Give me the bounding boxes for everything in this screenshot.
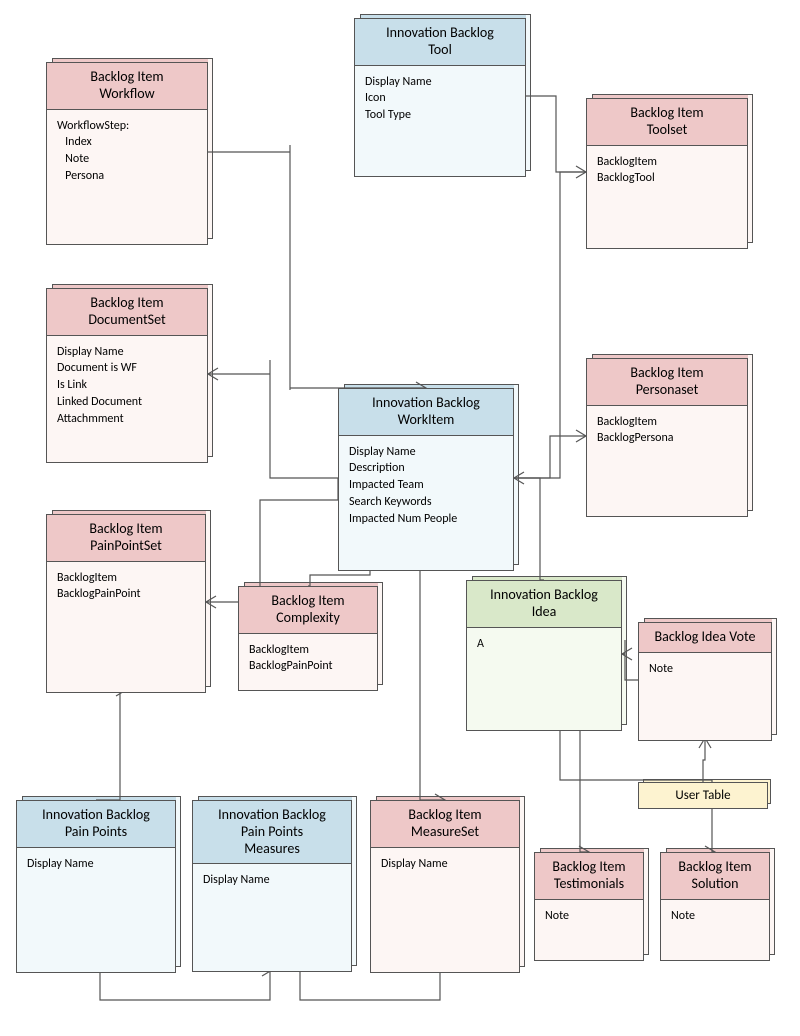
entity-title: Backlog ItemWorkflow [47, 63, 207, 110]
entity-attrs: Display NameDescriptionImpacted TeamSear… [339, 436, 513, 570]
entity-attrs: Note [661, 900, 769, 960]
entity-title: Innovation BacklogWorkItem [339, 389, 513, 436]
entity-attrs: BacklogItemBacklogTool [587, 146, 747, 248]
label-usertable: User Table [638, 782, 768, 809]
entity-painpointset: Backlog ItemPainPointSetBacklogItemBackl… [46, 514, 206, 693]
entity-title: Backlog Idea Vote [639, 623, 771, 653]
entity-measureset: Backlog ItemMeasureSetDisplay Name [370, 800, 520, 973]
entity-attrs: Display NameDocument is WFIs LinkLinked … [47, 336, 207, 462]
entity-attrs: BacklogItemBacklogPainPoint [47, 562, 205, 692]
entity-ppmeasures: Innovation BacklogPain PointsMeasuresDis… [192, 800, 352, 972]
entity-personaset: Backlog ItemPersonasetBacklogItemBacklog… [586, 358, 748, 517]
entity-title: Backlog ItemPersonaset [587, 359, 747, 406]
entity-attrs: Display Name [371, 848, 519, 972]
entity-title: Innovation BacklogPain Points [17, 801, 175, 848]
entity-title: Backlog ItemDocumentSet [47, 289, 207, 336]
entity-solution: Backlog ItemSolutionNote [660, 852, 770, 961]
entity-title: Backlog ItemPainPointSet [47, 515, 205, 562]
entity-title: Innovation BacklogPain PointsMeasures [193, 801, 351, 864]
entity-title: Backlog ItemToolset [587, 99, 747, 146]
entity-title: Backlog ItemMeasureSet [371, 801, 519, 848]
entity-tool: Innovation BacklogToolDisplay NameIconTo… [354, 18, 526, 177]
entity-title: Backlog ItemComplexity [239, 587, 377, 634]
entity-title: Backlog ItemTestimonials [535, 853, 643, 900]
entity-attrs: Display Name [17, 848, 175, 972]
entity-complexity: Backlog ItemComplexityBacklogItemBacklog… [238, 586, 378, 691]
entity-attrs: BacklogItemBacklogPersona [587, 406, 747, 516]
entity-title: Innovation BacklogIdea [467, 581, 621, 628]
entity-title: Innovation BacklogTool [355, 19, 525, 66]
entity-title: Backlog ItemSolution [661, 853, 769, 900]
entity-painpoints: Innovation BacklogPain PointsDisplay Nam… [16, 800, 176, 973]
entity-docset: Backlog ItemDocumentSetDisplay NameDocum… [46, 288, 208, 463]
entity-ideavote: Backlog Idea VoteNote [638, 622, 772, 741]
entity-attrs: Display NameIconTool Type [355, 66, 525, 176]
entity-testimonials: Backlog ItemTestimonialsNote [534, 852, 644, 961]
entity-attrs: Note [535, 900, 643, 960]
entity-attrs: A [467, 628, 621, 730]
entity-idea: Innovation BacklogIdeaA [466, 580, 622, 731]
entity-attrs: WorkflowStep: Index Note Persona [47, 110, 207, 244]
entity-attrs: Display Name [193, 864, 351, 971]
entity-attrs: BacklogItemBacklogPainPoint [239, 634, 377, 690]
entity-attrs: Note [639, 653, 771, 740]
entity-workitem: Innovation BacklogWorkItemDisplay NameDe… [338, 388, 514, 571]
entity-workflow: Backlog ItemWorkflowWorkflowStep: Index … [46, 62, 208, 245]
entity-toolset: Backlog ItemToolsetBacklogItemBacklogToo… [586, 98, 748, 249]
